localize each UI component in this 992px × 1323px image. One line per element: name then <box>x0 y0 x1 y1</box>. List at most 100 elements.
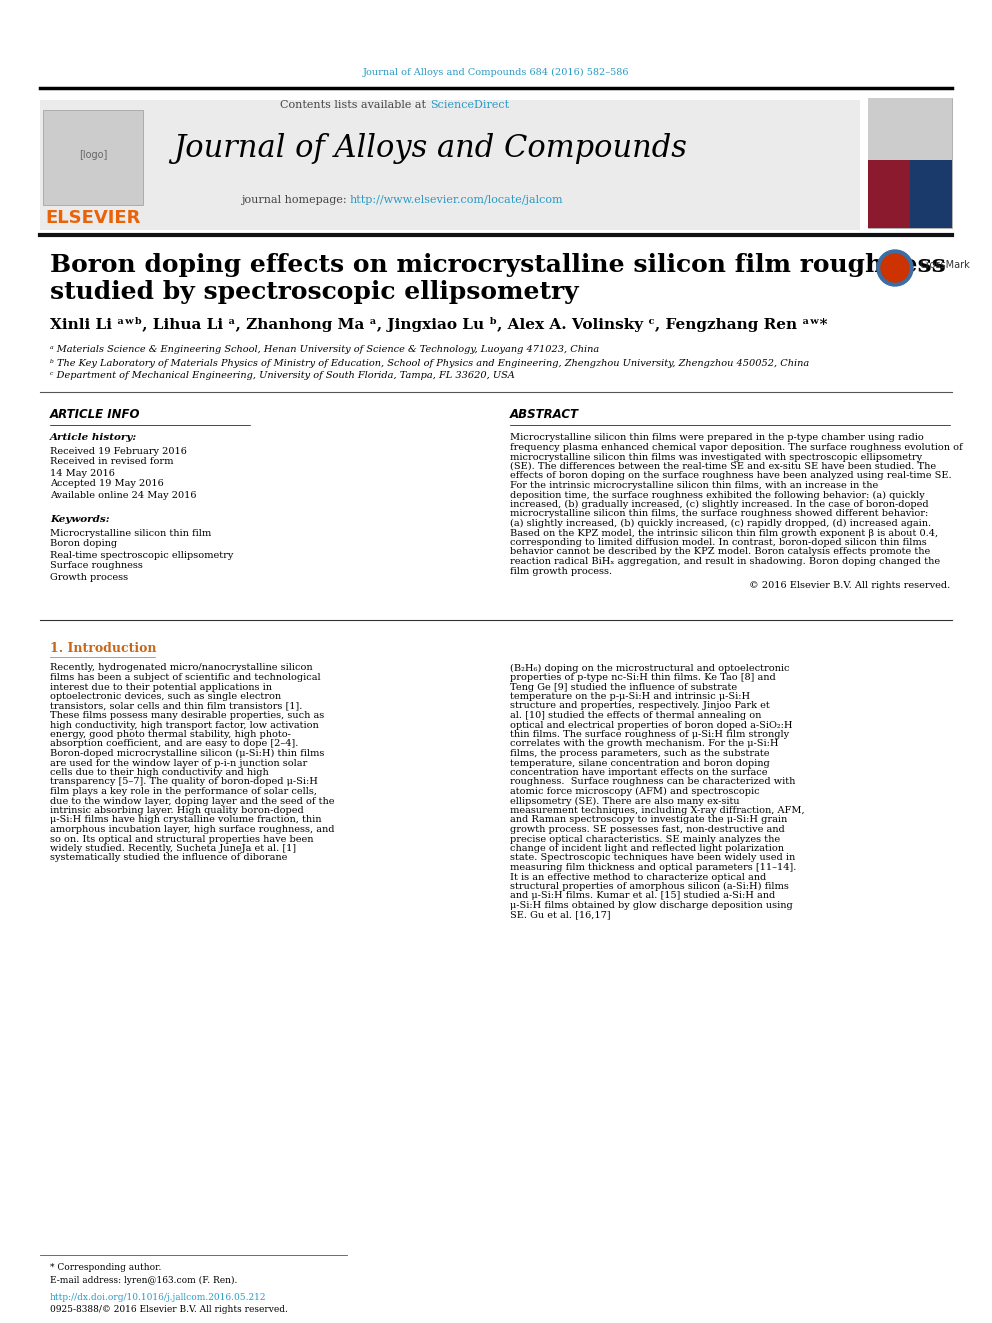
Bar <box>868 98 952 228</box>
Text: Journal of Alloys and Compounds 684 (2016) 582–586: Journal of Alloys and Compounds 684 (201… <box>363 67 629 77</box>
Text: state. Spectroscopic techniques have been widely used in: state. Spectroscopic techniques have bee… <box>510 853 796 863</box>
Text: Teng Ge [9] studied the influence of substrate: Teng Ge [9] studied the influence of sub… <box>510 683 737 692</box>
Text: reaction radical BiHₓ aggregation, and result in shadowing. Boron doping changed: reaction radical BiHₓ aggregation, and r… <box>510 557 940 566</box>
Text: growth process. SE possesses fast, non-destructive and: growth process. SE possesses fast, non-d… <box>510 826 785 833</box>
Text: temperature on the p-μ-Si:H and intrinsic μ-Si:H: temperature on the p-μ-Si:H and intrinsi… <box>510 692 750 701</box>
Text: ᵇ The Key Laboratory of Materials Physics of Ministry of Education, School of Ph: ᵇ The Key Laboratory of Materials Physic… <box>50 359 809 368</box>
Text: correlates with the growth mechanism. For the μ-Si:H: correlates with the growth mechanism. Fo… <box>510 740 779 749</box>
Text: Real-time spectroscopic ellipsometry: Real-time spectroscopic ellipsometry <box>50 550 233 560</box>
Text: Xinli Li ᵃʷᵇ, Lihua Li ᵃ, Zhanhong Ma ᵃ, Jingxiao Lu ᵇ, Alex A. Volinsky ᶜ, Feng: Xinli Li ᵃʷᵇ, Lihua Li ᵃ, Zhanhong Ma ᵃ,… <box>50 318 827 332</box>
Text: Keywords:: Keywords: <box>50 516 110 524</box>
Text: Received 19 February 2016: Received 19 February 2016 <box>50 446 186 455</box>
Text: Available online 24 May 2016: Available online 24 May 2016 <box>50 491 196 500</box>
Text: amorphous incubation layer, high surface roughness, and: amorphous incubation layer, high surface… <box>50 826 334 833</box>
Text: atomic force microscopy (AFM) and spectroscopic: atomic force microscopy (AFM) and spectr… <box>510 787 760 796</box>
Text: behavior cannot be described by the KPZ model. Boron catalysis effects promote t: behavior cannot be described by the KPZ … <box>510 548 930 557</box>
Text: ARTICLE INFO: ARTICLE INFO <box>50 409 141 422</box>
Text: measuring film thickness and optical parameters [11–14].: measuring film thickness and optical par… <box>510 863 797 872</box>
Text: Accepted 19 May 2016: Accepted 19 May 2016 <box>50 479 164 488</box>
Text: intrinsic absorbing layer. High quality boron-doped: intrinsic absorbing layer. High quality … <box>50 806 304 815</box>
Text: ᵃ Materials Science & Engineering School, Henan University of Science & Technolo: ᵃ Materials Science & Engineering School… <box>50 345 599 355</box>
Text: energy, good photo thermal stability, high photo-: energy, good photo thermal stability, hi… <box>50 730 291 740</box>
Text: absorption coefficient, and are easy to dope [2–4].: absorption coefficient, and are easy to … <box>50 740 299 749</box>
Text: thin films. The surface roughness of μ-Si:H film strongly: thin films. The surface roughness of μ-S… <box>510 730 789 740</box>
Text: optoelectronic devices, such as single electron: optoelectronic devices, such as single e… <box>50 692 281 701</box>
Text: corresponding to limited diffusion model. In contrast, boron-doped silicon thin : corresponding to limited diffusion model… <box>510 538 927 546</box>
Text: 14 May 2016: 14 May 2016 <box>50 468 115 478</box>
Text: frequency plasma enhanced chemical vapor deposition. The surface roughness evolu: frequency plasma enhanced chemical vapor… <box>510 443 962 452</box>
Text: Growth process: Growth process <box>50 573 128 582</box>
Text: Received in revised form: Received in revised form <box>50 458 174 467</box>
Text: and Raman spectroscopy to investigate the μ-Si:H grain: and Raman spectroscopy to investigate th… <box>510 815 788 824</box>
Text: change of incident light and reflected light polarization: change of incident light and reflected l… <box>510 844 784 853</box>
Text: These films possess many desirable properties, such as: These films possess many desirable prope… <box>50 710 324 720</box>
Text: optical and electrical properties of boron doped a-SiO₂:H: optical and electrical properties of bor… <box>510 721 793 729</box>
Text: high conductivity, high transport factor, low activation: high conductivity, high transport factor… <box>50 721 318 729</box>
Text: It is an effective method to characterize optical and: It is an effective method to characteriz… <box>510 872 766 881</box>
Text: transistors, solar cells and thin film transistors [1].: transistors, solar cells and thin film t… <box>50 701 303 710</box>
Text: interest due to their potential applications in: interest due to their potential applicat… <box>50 683 272 692</box>
Text: films, the process parameters, such as the substrate: films, the process parameters, such as t… <box>510 749 770 758</box>
Text: films has been a subject of scientific and technological: films has been a subject of scientific a… <box>50 673 320 681</box>
Text: are used for the window layer of p-i-n junction solar: are used for the window layer of p-i-n j… <box>50 758 308 767</box>
Bar <box>910 160 952 228</box>
Bar <box>43 110 143 205</box>
Text: Boron-doped microcrystalline silicon (μ-Si:H) thin films: Boron-doped microcrystalline silicon (μ-… <box>50 749 324 758</box>
Text: microcrystalline silicon thin films was investigated with spectroscopic ellipsom: microcrystalline silicon thin films was … <box>510 452 923 462</box>
Text: properties of p-type nc-Si:H thin films. Ke Tao [8] and: properties of p-type nc-Si:H thin films.… <box>510 673 776 681</box>
Text: Boron doping: Boron doping <box>50 540 117 549</box>
Text: precise optical characteristics. SE mainly analyzes the: precise optical characteristics. SE main… <box>510 835 780 844</box>
Text: Surface roughness: Surface roughness <box>50 561 143 570</box>
Text: effects of boron doping on the surface roughness have been analyzed using real-t: effects of boron doping on the surface r… <box>510 471 951 480</box>
Text: ELSEVIER: ELSEVIER <box>46 209 141 228</box>
Text: For the intrinsic microcrystalline silicon thin films, with an increase in the: For the intrinsic microcrystalline silic… <box>510 482 878 490</box>
Bar <box>868 160 910 228</box>
Text: Journal of Alloys and Compounds: Journal of Alloys and Compounds <box>173 132 686 164</box>
Text: © 2016 Elsevier B.V. All rights reserved.: © 2016 Elsevier B.V. All rights reserved… <box>749 581 950 590</box>
Text: and μ-Si:H films. Kumar et al. [15] studied a-Si:H and: and μ-Si:H films. Kumar et al. [15] stud… <box>510 892 776 901</box>
Text: measurement techniques, including X-ray diffraction, AFM,: measurement techniques, including X-ray … <box>510 806 805 815</box>
Text: (B₂H₆) doping on the microstructural and optoelectronic: (B₂H₆) doping on the microstructural and… <box>510 663 790 672</box>
Text: SE. Gu et al. [16,17]: SE. Gu et al. [16,17] <box>510 910 611 919</box>
Text: structural properties of amorphous silicon (a-Si:H) films: structural properties of amorphous silic… <box>510 882 789 892</box>
Text: film growth process.: film growth process. <box>510 566 612 576</box>
Text: deposition time, the surface roughness exhibited the following behavior: (a) qui: deposition time, the surface roughness e… <box>510 491 925 500</box>
Text: increased, (b) gradually increased, (c) slightly increased. In the case of boron: increased, (b) gradually increased, (c) … <box>510 500 929 509</box>
Text: studied by spectroscopic ellipsometry: studied by spectroscopic ellipsometry <box>50 280 578 304</box>
Text: Microcrystalline silicon thin film: Microcrystalline silicon thin film <box>50 528 211 537</box>
Text: Microcrystalline silicon thin films were prepared in the p-type chamber using ra: Microcrystalline silicon thin films were… <box>510 434 924 442</box>
Text: structure and properties, respectively. Jinjoo Park et: structure and properties, respectively. … <box>510 701 770 710</box>
Text: roughness.  Surface roughness can be characterized with: roughness. Surface roughness can be char… <box>510 778 796 786</box>
Text: Contents lists available at: Contents lists available at <box>281 101 430 110</box>
Text: ellipsometry (SE). There are also many ex-situ: ellipsometry (SE). There are also many e… <box>510 796 740 806</box>
Text: 0925-8388/© 2016 Elsevier B.V. All rights reserved.: 0925-8388/© 2016 Elsevier B.V. All right… <box>50 1306 288 1315</box>
Text: due to the window layer, doping layer and the seed of the: due to the window layer, doping layer an… <box>50 796 334 806</box>
Text: Article history:: Article history: <box>50 434 137 442</box>
Circle shape <box>877 250 913 286</box>
Text: ABSTRACT: ABSTRACT <box>510 409 579 422</box>
Text: http://www.elsevier.com/locate/jalcom: http://www.elsevier.com/locate/jalcom <box>350 194 563 205</box>
Text: (SE). The differences between the real-time SE and ex-situ SE have been studied.: (SE). The differences between the real-t… <box>510 462 936 471</box>
Text: CrossMark: CrossMark <box>920 261 971 270</box>
Text: μ-Si:H films have high crystalline volume fraction, thin: μ-Si:H films have high crystalline volum… <box>50 815 321 824</box>
Text: systematically studied the influence of diborane: systematically studied the influence of … <box>50 853 288 863</box>
Text: Boron doping effects on microcrystalline silicon film roughness: Boron doping effects on microcrystalline… <box>50 253 945 277</box>
Text: ScienceDirect: ScienceDirect <box>430 101 509 110</box>
Text: temperature, silane concentration and boron doping: temperature, silane concentration and bo… <box>510 758 770 767</box>
Text: ᶜ Department of Mechanical Engineering, University of South Florida, Tampa, FL 3: ᶜ Department of Mechanical Engineering, … <box>50 372 515 381</box>
Bar <box>40 101 860 230</box>
Text: film plays a key role in the performance of solar cells,: film plays a key role in the performance… <box>50 787 317 796</box>
Bar <box>868 98 952 160</box>
Text: E-mail address: lyren@163.com (F. Ren).: E-mail address: lyren@163.com (F. Ren). <box>50 1275 237 1285</box>
Text: (a) slightly increased, (b) quickly increased, (c) rapidly dropped, (d) increase: (a) slightly increased, (b) quickly incr… <box>510 519 931 528</box>
Text: concentration have important effects on the surface: concentration have important effects on … <box>510 767 768 777</box>
Text: transparency [5–7]. The quality of boron-doped μ-Si:H: transparency [5–7]. The quality of boron… <box>50 778 317 786</box>
Text: Based on the KPZ model, the intrinsic silicon thin film growth exponent β is abo: Based on the KPZ model, the intrinsic si… <box>510 528 938 537</box>
Text: Recently, hydrogenated micro/nanocrystalline silicon: Recently, hydrogenated micro/nanocrystal… <box>50 664 312 672</box>
Text: cells due to their high conductivity and high: cells due to their high conductivity and… <box>50 767 269 777</box>
Circle shape <box>881 254 909 282</box>
Text: 1. Introduction: 1. Introduction <box>50 642 157 655</box>
Text: so on. Its optical and structural properties have been: so on. Its optical and structural proper… <box>50 835 313 844</box>
Text: widely studied. Recently, Sucheta JuneJa et al. [1]: widely studied. Recently, Sucheta JuneJa… <box>50 844 297 853</box>
Text: http://dx.doi.org/10.1016/j.jallcom.2016.05.212: http://dx.doi.org/10.1016/j.jallcom.2016… <box>50 1294 267 1303</box>
